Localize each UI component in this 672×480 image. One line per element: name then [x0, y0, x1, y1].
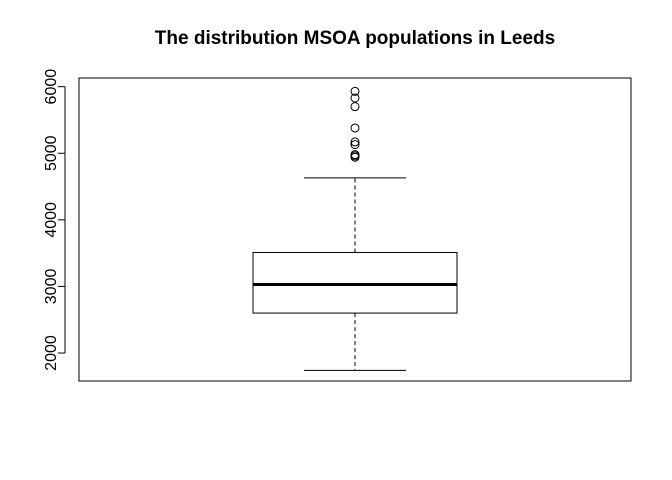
box-group [252, 177, 458, 371]
y-tick-label: 3000 [43, 269, 60, 305]
interquartile-box [252, 251, 458, 314]
outlier-point [350, 137, 360, 147]
outlier-point [350, 102, 360, 112]
y-tick-label: 2000 [43, 335, 60, 371]
y-tick-label: 6000 [43, 69, 60, 105]
outlier-point [350, 150, 360, 160]
y-tick-label: 5000 [43, 135, 60, 171]
y-axis: 2000 3000 4000 5000 6000 [43, 69, 66, 371]
plot-frame [78, 77, 632, 382]
outlier-point [350, 140, 360, 150]
outlier-point [350, 123, 360, 133]
outlier-group [350, 86, 360, 162]
outlier-point [350, 86, 360, 96]
y-tick-label: 4000 [43, 202, 60, 238]
chart-title: The distribution MSOA populations in Lee… [154, 28, 556, 49]
outlier-point [350, 93, 360, 103]
